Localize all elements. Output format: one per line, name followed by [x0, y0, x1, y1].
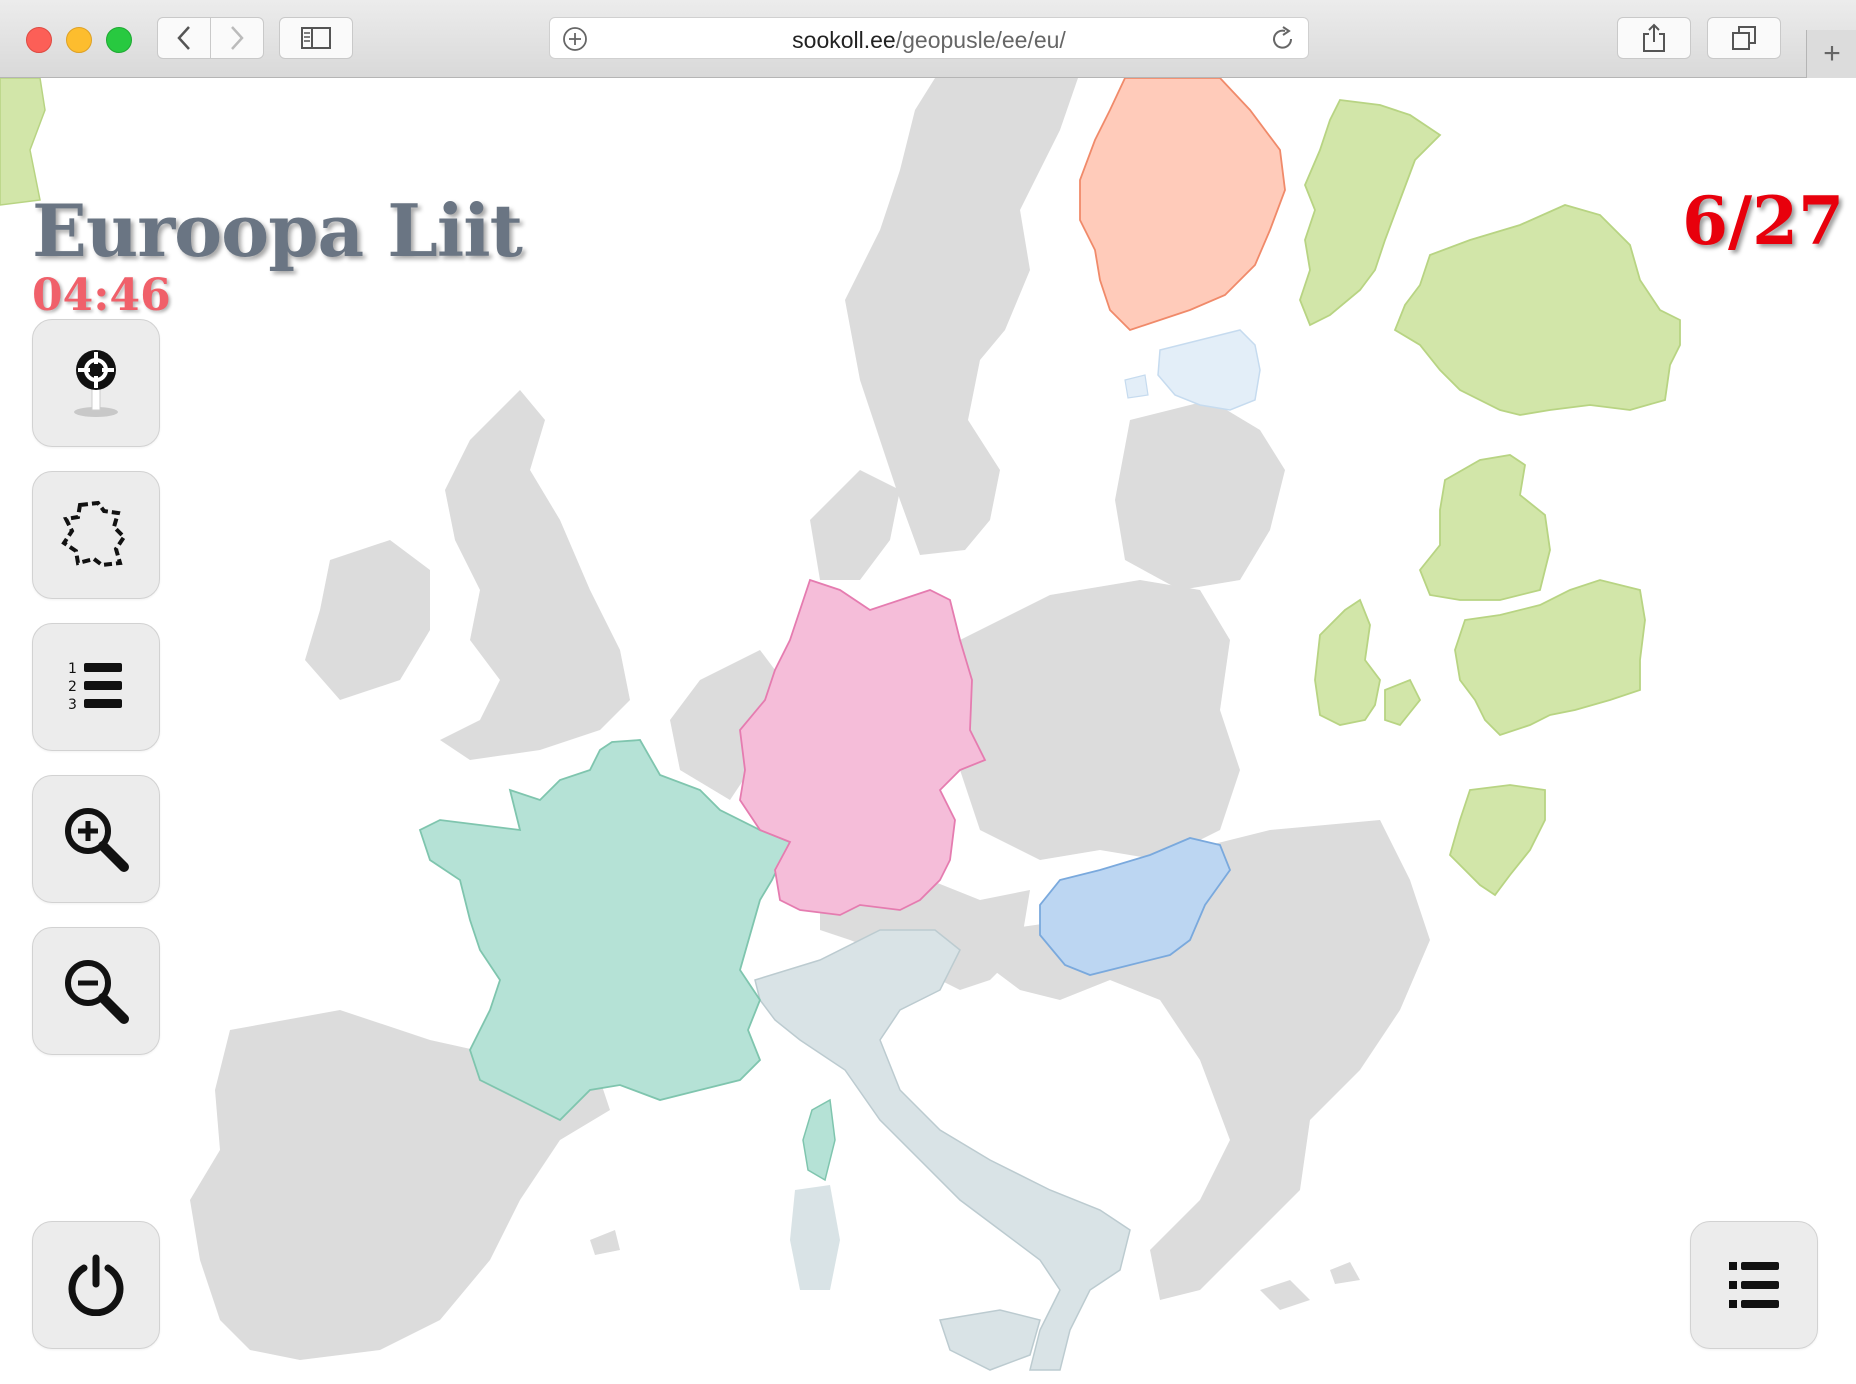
- address-bar[interactable]: sookoll.ee/geopusle/ee/eu/: [549, 17, 1309, 59]
- ireland-gray-shape: [305, 540, 430, 700]
- ranking-list-button[interactable]: 1 2 3: [32, 623, 160, 751]
- add-bookmark-icon[interactable]: [562, 26, 588, 52]
- sidebar-toggle-button[interactable]: [279, 17, 353, 59]
- url-path: /geopusle/ee/eu/: [895, 27, 1066, 53]
- country-hungary: [1039, 837, 1232, 976]
- great-britain-shape: [440, 390, 630, 760]
- countdown-timer: 04:46: [32, 270, 171, 321]
- page-title: Euroopa Liit: [32, 188, 523, 273]
- piece-denmark-islands[interactable]: [1384, 678, 1422, 727]
- svg-text:3: 3: [68, 697, 77, 713]
- unplaced-pieces[interactable]: [1299, 99, 1681, 897]
- baltic-shape: [1115, 400, 1285, 590]
- quit-button[interactable]: [32, 1221, 160, 1349]
- svg-text:2: 2: [68, 679, 77, 695]
- target-pin-icon: [74, 350, 118, 417]
- europe-map[interactable]: [0, 78, 1856, 1384]
- piece-portugal[interactable]: [1299, 99, 1442, 327]
- menu-button[interactable]: [1690, 1221, 1818, 1349]
- iberia-shape: [190, 1010, 610, 1360]
- url-text: sookoll.ee/geopusle/ee/eu/: [550, 27, 1308, 54]
- shuffle-pieces-button[interactable]: [32, 471, 160, 599]
- show-tabs-button[interactable]: [1707, 17, 1781, 59]
- url-domain: sookoll.ee: [792, 27, 896, 53]
- share-icon: [1643, 23, 1665, 52]
- numbered-list-icon: 1 2 3: [68, 661, 122, 713]
- country-france: [418, 739, 792, 1122]
- sidebar-icon: [301, 27, 331, 49]
- locate-country-button[interactable]: [32, 319, 160, 447]
- denmark-gray-shape: [810, 470, 900, 580]
- benelux-shape: [670, 650, 790, 800]
- browser-toolbar: sookoll.ee/geopusle/ee/eu/ +: [0, 0, 1856, 78]
- svg-text:1: 1: [68, 661, 77, 677]
- sardinia-shape: [790, 1185, 840, 1290]
- zoom-in-icon: [65, 808, 129, 872]
- piece-netherlands[interactable]: [1448, 784, 1546, 897]
- tabs-overview-icon: [1732, 26, 1756, 50]
- country-finland: [1079, 78, 1286, 332]
- country-italy: [754, 929, 1131, 1371]
- country-germany: [739, 578, 987, 916]
- new-tab-button[interactable]: +: [1806, 30, 1856, 78]
- zoom-in-button[interactable]: [32, 775, 160, 903]
- piece-ireland[interactable]: [1418, 454, 1551, 601]
- puzzle-outline-icon: [61, 500, 127, 568]
- score-counter: 6/27: [1682, 182, 1844, 260]
- chevron-left-icon: [177, 26, 190, 50]
- piece-bulgaria[interactable]: [1454, 579, 1646, 737]
- power-icon: [68, 1254, 124, 1316]
- scandinavia-shape: [845, 78, 1078, 555]
- forward-button[interactable]: [210, 17, 264, 59]
- country-estonia: [1157, 329, 1261, 411]
- zoom-out-icon: [65, 960, 129, 1024]
- minimize-window-button[interactable]: [66, 27, 92, 53]
- placed-countries: [418, 78, 1286, 1371]
- country-sicily: [939, 1309, 1041, 1371]
- list-icon: [1729, 1262, 1779, 1308]
- puzzle-viewport: Euroopa Liit 04:46 6/27: [0, 78, 1856, 1384]
- chevron-right-icon: [231, 26, 244, 50]
- piece-romania[interactable]: [1393, 204, 1681, 416]
- reload-icon[interactable]: [1270, 25, 1296, 53]
- country-corsica: [802, 1098, 836, 1182]
- plus-icon: +: [1823, 37, 1841, 70]
- close-window-button[interactable]: [26, 27, 52, 53]
- back-button[interactable]: [157, 17, 211, 59]
- zoom-window-button[interactable]: [106, 27, 132, 53]
- share-button[interactable]: [1617, 17, 1691, 59]
- piece-denmark[interactable]: [1314, 598, 1381, 726]
- zoom-out-button[interactable]: [32, 927, 160, 1055]
- east-europe-shape: [950, 580, 1240, 860]
